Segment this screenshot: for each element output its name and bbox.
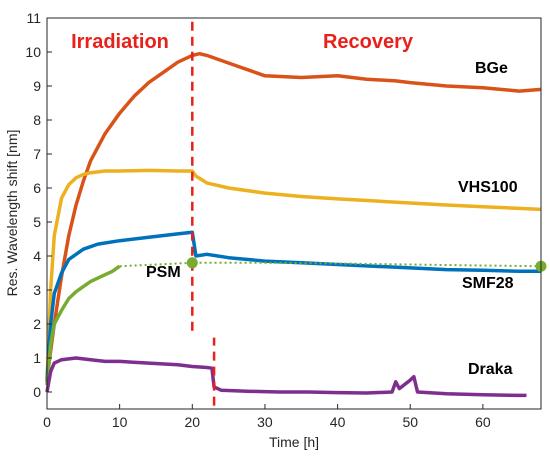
x-tick-label-20: 20 [185, 414, 201, 430]
series-marker-psm-0 [186, 257, 198, 269]
y-tick-label-4: 4 [33, 248, 41, 264]
series-label-smf28: SMF28 [462, 275, 514, 292]
y-tick-label-8: 8 [33, 112, 41, 128]
y-tick-label-0: 0 [33, 384, 41, 400]
series-line-bge [45, 51, 542, 379]
y-tick-label-5: 5 [33, 214, 41, 230]
series-label-psm: PSM [146, 264, 181, 281]
x-tick-label-30: 30 [257, 414, 273, 430]
series-line-vhs100 [45, 168, 542, 382]
series-line-smf28 [45, 230, 541, 382]
series-label-draka: Draka [468, 361, 513, 378]
y-tick-label-9: 9 [33, 78, 41, 94]
y-tick-label-3: 3 [33, 282, 41, 298]
y-tick-label-7: 7 [33, 146, 41, 162]
x-tick-label-50: 50 [402, 414, 418, 430]
series-line-psm [45, 264, 121, 386]
series-line-draka [45, 356, 527, 398]
y-tick-label-1: 1 [33, 350, 41, 366]
series-label-bge: BGe [475, 60, 508, 77]
x-tick-label-10: 10 [112, 414, 128, 430]
y-tick-label-2: 2 [33, 316, 41, 332]
y-tick-label-10: 10 [25, 44, 41, 60]
vline-layer [191, 18, 216, 406]
x-tick-label-0: 0 [43, 414, 51, 430]
plot-background [47, 18, 541, 409]
y-tick-label-6: 6 [33, 180, 41, 196]
annotation-irradiation: Irradiation [71, 31, 169, 53]
series-label-vhs100: VHS100 [458, 179, 518, 196]
plot-frame [46, 17, 542, 410]
x-axis-ticks: 0 10 20 30 40 50 60 [43, 404, 491, 430]
annotation-recovery: Recovery [323, 31, 414, 53]
y-axis-ticks: 0 1 2 3 4 5 6 7 8 9 10 11 [25, 10, 52, 400]
x-tick-label-60: 60 [475, 414, 491, 430]
y-axis-label: Res. Wavelength shift [nm] [4, 130, 20, 297]
x-axis-label: Time [h] [269, 434, 319, 450]
y-tick-label-11: 11 [26, 10, 41, 26]
x-tick-label-40: 40 [330, 414, 346, 430]
series-layer [45, 51, 542, 398]
